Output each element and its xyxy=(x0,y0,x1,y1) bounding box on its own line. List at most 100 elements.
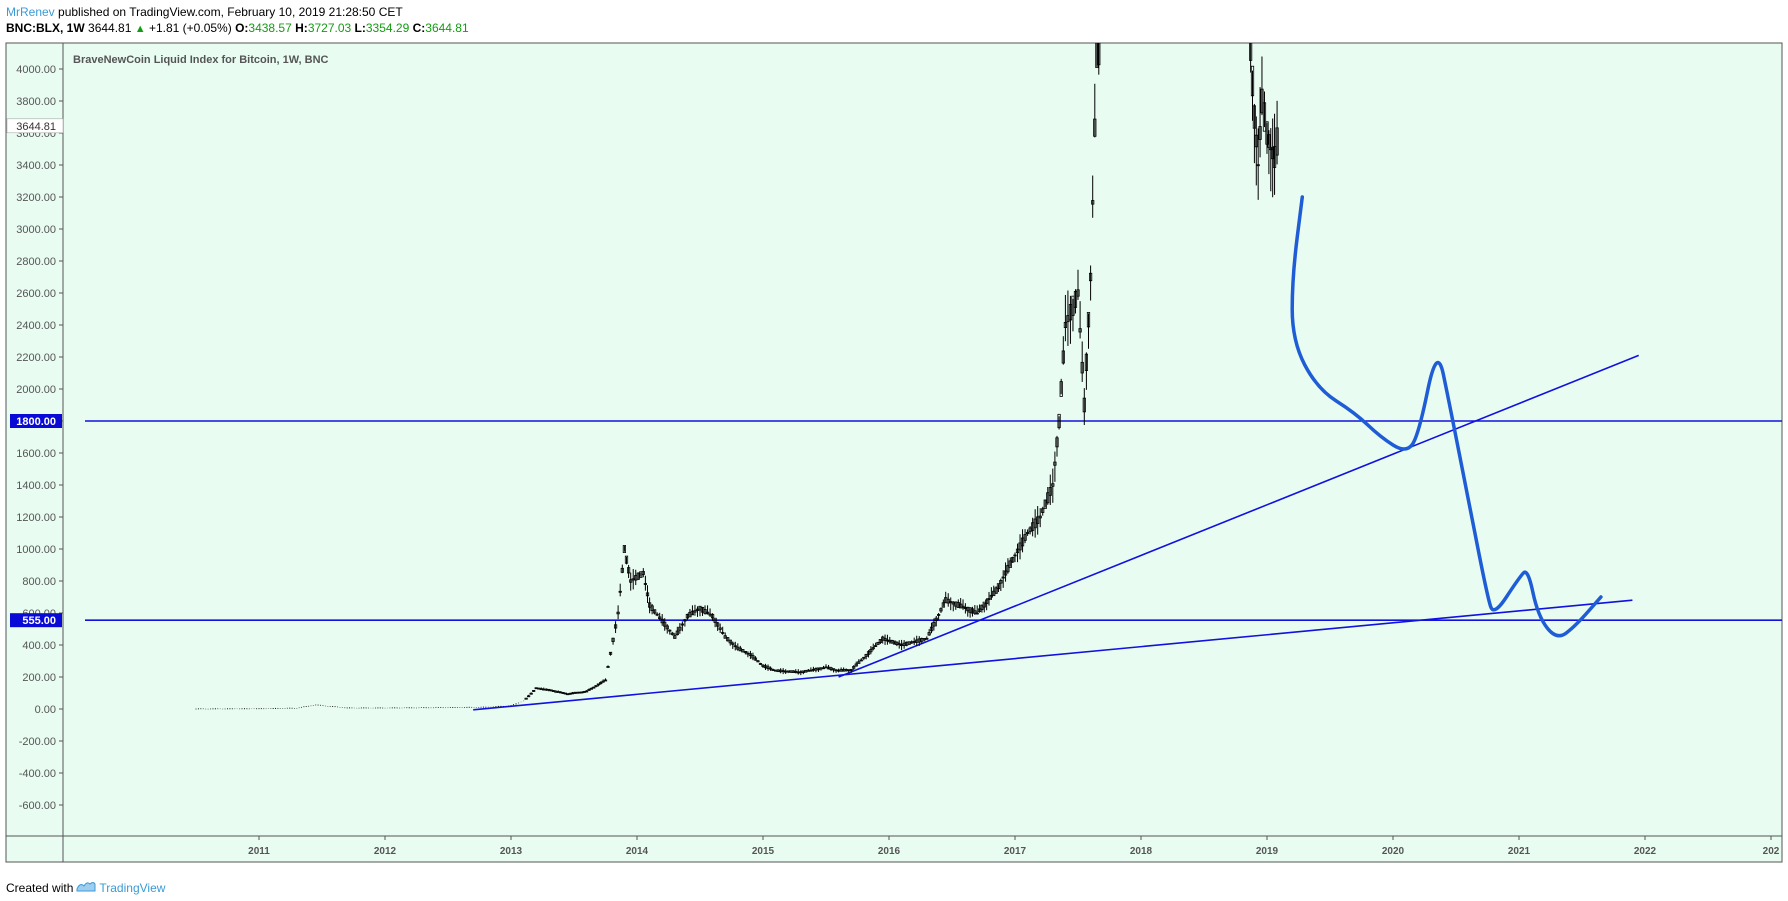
candle-body xyxy=(726,637,730,642)
y-tick-label: 4000.00 xyxy=(16,64,56,76)
candle-body xyxy=(611,637,615,642)
candle-body xyxy=(585,690,589,693)
candle-body xyxy=(532,690,536,692)
y-tick-label: 1400.00 xyxy=(16,480,56,492)
candle-body xyxy=(809,669,813,672)
y-tick-label: 3800.00 xyxy=(16,96,56,108)
candle-body xyxy=(693,610,697,613)
candle-body xyxy=(713,617,717,623)
created-with-text: Created with xyxy=(6,880,74,895)
x-tick-label: 202 xyxy=(1763,846,1780,857)
trendline[interactable] xyxy=(473,599,1633,711)
candle-body xyxy=(728,639,732,644)
candle-body xyxy=(618,590,622,593)
author-link[interactable]: MrRenev xyxy=(6,5,55,19)
candle-body xyxy=(1061,350,1065,364)
up-arrow-icon: ▲ xyxy=(134,23,146,35)
symbol-label: BNC:BLX, 1W xyxy=(6,21,85,35)
trendlines[interactable] xyxy=(473,354,1639,711)
high-label: H: xyxy=(295,21,308,35)
chart-title: BraveNewCoin Liquid Index for Bitcoin, 1… xyxy=(73,54,329,66)
candle-body xyxy=(675,630,679,636)
x-tick-label: 2021 xyxy=(1508,846,1531,857)
candle-body xyxy=(878,639,882,643)
candle-body xyxy=(603,679,608,682)
y-tick-label: 3400.00 xyxy=(16,160,56,172)
candle-body xyxy=(1026,531,1030,535)
trendline[interactable] xyxy=(838,354,1639,678)
y-tick-label: 2600.00 xyxy=(16,288,56,300)
candle-body xyxy=(1048,487,1052,496)
tradingview-link[interactable]: TradingView xyxy=(99,880,166,895)
candle-body xyxy=(857,661,861,664)
candle-body xyxy=(876,641,880,645)
candle-body xyxy=(756,660,760,663)
candle-body xyxy=(1267,134,1271,148)
projection-drawing[interactable] xyxy=(1290,195,1603,638)
y-tick-label: 3000.00 xyxy=(16,224,56,236)
footer: Created with TradingView xyxy=(6,880,165,895)
projection-path[interactable] xyxy=(1290,195,1603,638)
y-tick-label: 400.00 xyxy=(22,640,56,652)
y-tick-label: 1200.00 xyxy=(16,512,56,524)
candle-body xyxy=(716,622,720,627)
candle-body xyxy=(721,632,725,634)
candle-body xyxy=(1001,576,1005,579)
level-price-badge xyxy=(10,414,62,428)
candle-body xyxy=(1043,499,1047,509)
candle-body xyxy=(643,583,648,585)
candle-body xyxy=(1089,272,1093,282)
candle-body xyxy=(1256,164,1260,167)
plot-background xyxy=(5,42,1783,863)
candle-body xyxy=(758,663,763,665)
candle-body xyxy=(622,545,627,553)
y-tick-label: 200.00 xyxy=(22,672,56,684)
candle-body xyxy=(608,651,613,655)
close-label: C: xyxy=(412,21,426,35)
candle-body xyxy=(1041,508,1045,513)
x-tick-label: 2017 xyxy=(1004,846,1027,857)
x-tick-label: 2014 xyxy=(626,846,649,857)
x-tick-label: 2012 xyxy=(374,846,397,857)
candle-body xyxy=(937,614,941,616)
candle-body xyxy=(601,680,605,683)
candle-body xyxy=(768,667,773,670)
candle-body xyxy=(665,625,669,630)
candle-body xyxy=(1265,121,1269,145)
candle-body xyxy=(678,626,682,631)
y-tick-label: 2400.00 xyxy=(16,320,56,332)
high-value: 3727.03 xyxy=(307,21,352,35)
tradingview-logo-icon xyxy=(76,880,96,895)
candle-body xyxy=(624,555,629,564)
candle-body xyxy=(743,651,747,654)
candle-body xyxy=(690,610,695,616)
candle-body xyxy=(1008,560,1012,568)
open-label: O: xyxy=(235,21,249,35)
candle-body xyxy=(1076,289,1080,297)
candle-body xyxy=(1053,461,1057,466)
candle-body xyxy=(1275,127,1279,156)
candle-body xyxy=(831,668,836,671)
change-value: +1.81 (+0.05%) xyxy=(148,21,232,35)
price-labels: 1800.00 555.00 3644.81 xyxy=(6,118,64,628)
candle-body xyxy=(932,621,936,627)
candle-body xyxy=(529,692,533,695)
low-value: 3354.29 xyxy=(365,21,410,35)
candle-body xyxy=(629,579,633,583)
y-tick-label: 2200.00 xyxy=(16,352,56,364)
candle-body xyxy=(613,624,618,629)
candle-body xyxy=(650,605,654,611)
candle-body xyxy=(723,635,727,639)
candle-body xyxy=(703,609,707,614)
candle-body xyxy=(1093,118,1097,137)
candle-body xyxy=(849,669,853,671)
candle-body xyxy=(1046,492,1050,504)
candle-body xyxy=(934,617,938,622)
y-tick-label: 0.00 xyxy=(35,704,56,716)
candle-body xyxy=(670,632,674,635)
y-tick-label: 1000.00 xyxy=(16,544,56,556)
candle-body xyxy=(1038,515,1042,519)
candle-body xyxy=(705,611,710,615)
candle-body xyxy=(751,655,755,659)
